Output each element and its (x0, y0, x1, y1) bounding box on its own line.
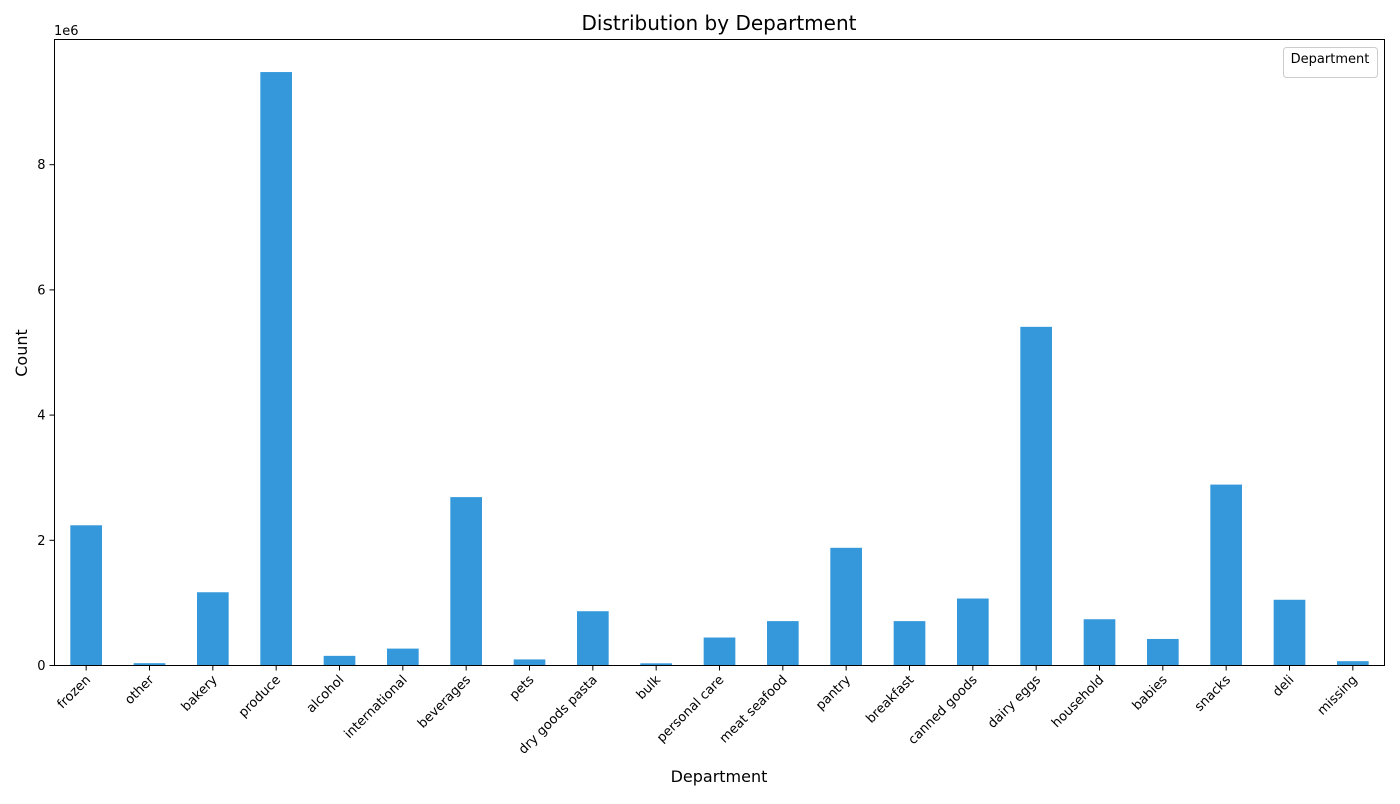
legend-box (1283, 47, 1378, 78)
chart-title: Distribution by Department (582, 11, 857, 35)
x-tick-label: frozen (55, 673, 94, 712)
y-ticks: 0 2 4 6 8 (37, 158, 55, 674)
x-tick-label: pets (507, 673, 538, 704)
plot-frame (54, 39, 1385, 666)
y-tick-label: 6 (37, 283, 45, 298)
x-tick-label: pantry (813, 673, 854, 714)
x-tick-label: missing (1315, 673, 1361, 719)
y-scale-label: 1e6 (54, 24, 79, 39)
x-tick-label: personal care (654, 673, 727, 746)
legend: Department (1283, 47, 1378, 78)
x-tick-label: bulk (634, 672, 664, 702)
bar-missing (1337, 661, 1369, 666)
bar-pets (513, 659, 546, 666)
y-tick-label: 2 (37, 534, 45, 549)
bar-babies (1147, 638, 1179, 666)
bar-international (387, 648, 419, 666)
bar-frozen (70, 525, 102, 666)
x-tick-label: international (342, 673, 411, 742)
bar-meat-seafood (767, 621, 799, 666)
bar-bulk (640, 663, 672, 666)
bar-deli (1273, 599, 1306, 666)
x-ticks: frozen other bakery produce alcoholinternati… (55, 665, 1361, 757)
bar-other (133, 663, 166, 666)
x-tick-label: beverages (415, 673, 474, 732)
x-tick-label: snacks (1192, 673, 1234, 715)
bar-dry-goods-pasta (577, 611, 609, 666)
y-tick-label: 4 (37, 409, 45, 424)
y-tick-label: 0 (37, 659, 45, 674)
y-tick-label: 8 (37, 158, 45, 173)
x-tick-label: household (1049, 673, 1107, 731)
x-tick-label: alcohol (304, 673, 347, 716)
bar-canned-goods (957, 598, 989, 666)
x-tick-label: babies (1130, 673, 1171, 714)
bar-beverages (450, 497, 482, 666)
x-tick-label: canned goods (906, 673, 981, 748)
x-tick-label: produce (236, 673, 284, 721)
x-tick-label: meat seafood (717, 673, 791, 747)
x-axis-label: Department (671, 767, 768, 786)
x-tick-label: deli (1270, 673, 1297, 700)
bar-bakery (197, 592, 229, 666)
legend-title: Department (1291, 52, 1370, 67)
x-tick-label: bakery (179, 673, 221, 715)
bars-layer (70, 72, 1369, 666)
x-tick-label: dairy eggs (985, 673, 1044, 732)
bar-pantry (830, 547, 862, 666)
bar-snacks (1210, 484, 1242, 666)
bar-produce (260, 72, 292, 666)
bar-alcohol (323, 655, 356, 666)
bar-personal-care (703, 637, 736, 666)
x-tick-label: other (122, 672, 158, 708)
bar-household (1083, 619, 1116, 666)
x-tick-label: breakfast (863, 673, 917, 727)
bar-dairy-eggs (1020, 326, 1052, 666)
bar-breakfast (893, 621, 926, 666)
y-axis-label: Count (12, 329, 31, 377)
